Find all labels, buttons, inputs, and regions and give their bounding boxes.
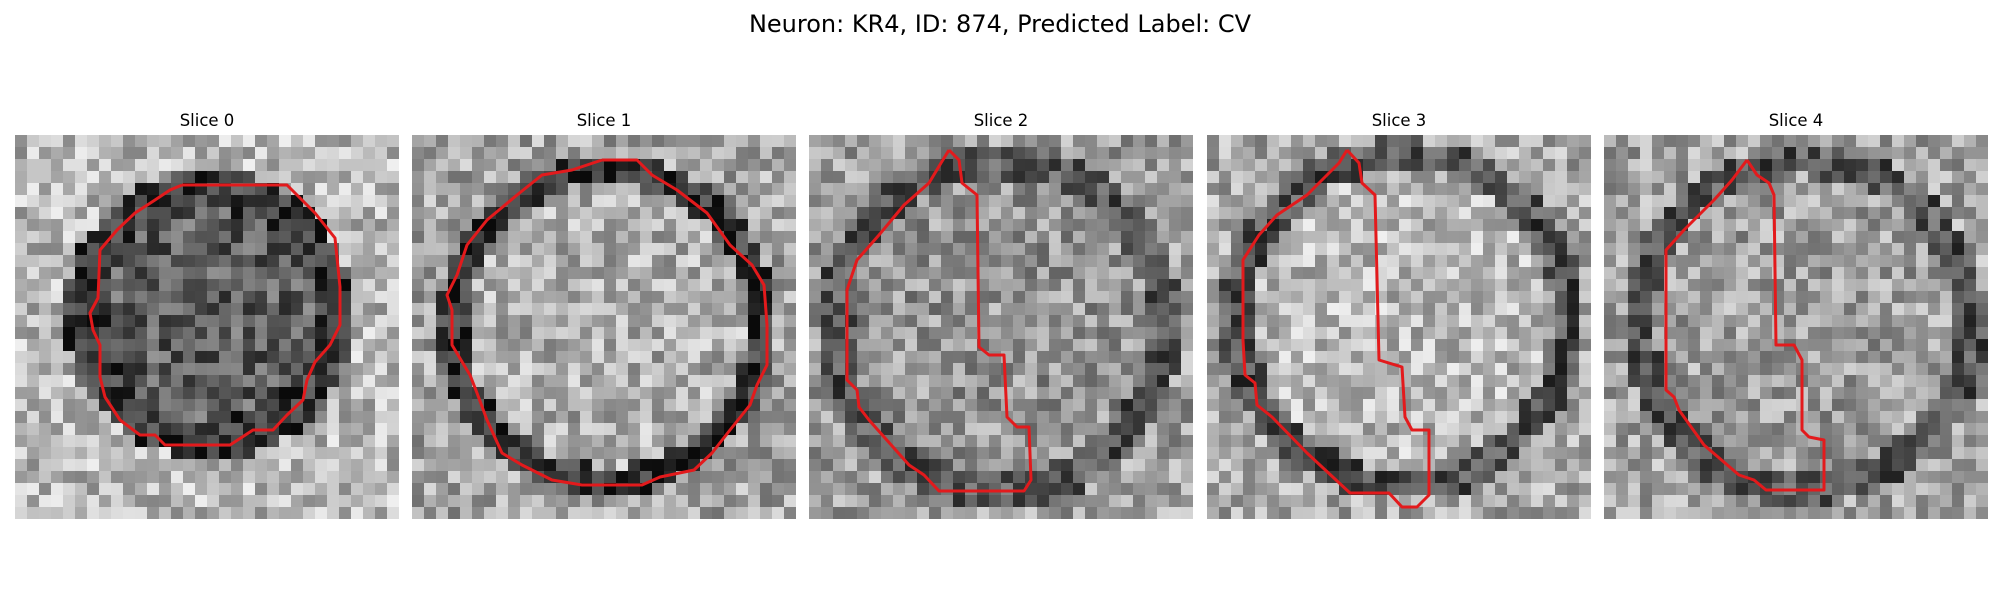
slice-image [809, 135, 1193, 519]
grayscale-pixels [412, 135, 796, 519]
roi-outline [1664, 159, 1826, 492]
slice-title: Slice 0 [179, 111, 235, 130]
slice-image [1604, 135, 1988, 519]
roi-outline [88, 183, 342, 447]
roi-outline [1241, 148, 1431, 509]
slice-title: Slice 1 [576, 111, 632, 130]
slice-image [412, 135, 796, 519]
slice-title: Slice 4 [1768, 111, 1824, 130]
roi-outline [845, 148, 1033, 493]
slice-image [1207, 135, 1591, 519]
grayscale-pixels [1207, 135, 1591, 519]
roi-outline [445, 158, 769, 487]
grayscale-pixels [1604, 135, 1988, 519]
slice-title: Slice 3 [1371, 111, 1427, 130]
grayscale-pixels [809, 135, 1193, 519]
slice-image [15, 135, 399, 519]
grayscale-pixels [15, 135, 399, 519]
figure-title: Neuron: KR4, ID: 874, Predicted Label: C… [748, 10, 1252, 38]
slice-title: Slice 2 [973, 111, 1029, 130]
